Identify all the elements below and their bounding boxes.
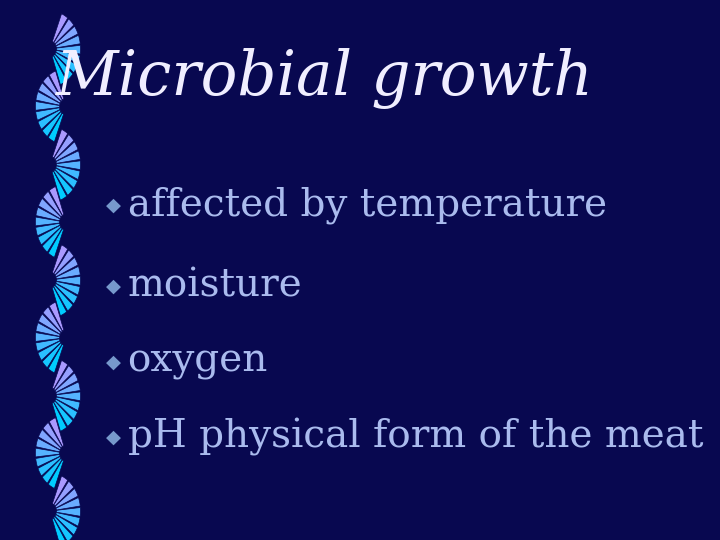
Wedge shape: [48, 460, 63, 489]
Wedge shape: [36, 323, 60, 336]
Wedge shape: [48, 113, 63, 142]
Wedge shape: [54, 170, 73, 195]
Wedge shape: [36, 438, 60, 452]
Text: ◆: ◆: [106, 352, 120, 372]
Wedge shape: [55, 489, 78, 508]
Wedge shape: [52, 287, 67, 316]
Wedge shape: [54, 285, 73, 311]
Wedge shape: [43, 76, 63, 102]
Wedge shape: [49, 71, 64, 100]
Wedge shape: [36, 207, 60, 221]
Wedge shape: [55, 515, 78, 535]
Wedge shape: [55, 26, 78, 46]
Wedge shape: [48, 229, 63, 258]
Wedge shape: [55, 168, 78, 188]
Wedge shape: [56, 512, 80, 526]
Wedge shape: [36, 108, 60, 120]
Text: Microbial growth: Microbial growth: [55, 48, 593, 109]
Wedge shape: [53, 129, 68, 158]
Text: ◆: ◆: [106, 428, 120, 447]
Wedge shape: [56, 382, 80, 395]
Wedge shape: [54, 516, 73, 540]
Wedge shape: [55, 399, 78, 420]
Wedge shape: [42, 112, 62, 137]
Wedge shape: [56, 45, 81, 54]
Wedge shape: [52, 56, 67, 85]
Wedge shape: [36, 224, 60, 236]
Wedge shape: [38, 314, 61, 334]
Wedge shape: [35, 333, 60, 341]
Wedge shape: [48, 345, 63, 373]
Wedge shape: [38, 83, 61, 103]
Wedge shape: [36, 455, 60, 467]
Wedge shape: [56, 276, 81, 285]
Wedge shape: [56, 266, 80, 279]
Wedge shape: [49, 417, 64, 447]
Wedge shape: [52, 402, 67, 431]
Wedge shape: [54, 54, 73, 80]
Wedge shape: [42, 458, 62, 483]
Wedge shape: [56, 35, 80, 48]
Wedge shape: [35, 448, 60, 457]
Wedge shape: [53, 476, 68, 504]
Wedge shape: [56, 508, 81, 516]
Wedge shape: [55, 258, 78, 277]
Wedge shape: [43, 191, 63, 217]
Wedge shape: [38, 341, 61, 360]
Wedge shape: [55, 142, 78, 161]
Wedge shape: [52, 518, 67, 540]
Wedge shape: [56, 151, 80, 164]
Wedge shape: [43, 307, 63, 333]
Wedge shape: [55, 52, 78, 73]
Wedge shape: [53, 245, 68, 273]
Wedge shape: [38, 110, 61, 129]
Wedge shape: [35, 102, 60, 110]
Wedge shape: [56, 281, 80, 295]
Wedge shape: [54, 19, 73, 44]
Wedge shape: [54, 481, 73, 506]
Wedge shape: [42, 227, 62, 252]
Wedge shape: [53, 14, 68, 42]
Text: ◆: ◆: [106, 276, 120, 296]
Wedge shape: [36, 92, 60, 105]
Wedge shape: [54, 401, 73, 427]
Wedge shape: [49, 186, 64, 215]
Wedge shape: [43, 422, 63, 448]
Wedge shape: [56, 50, 80, 64]
Wedge shape: [56, 397, 80, 410]
Wedge shape: [49, 302, 64, 331]
Wedge shape: [55, 373, 78, 393]
Text: oxygen: oxygen: [127, 343, 268, 380]
Wedge shape: [56, 161, 81, 170]
Wedge shape: [52, 171, 67, 200]
Text: affected by temperature: affected by temperature: [127, 186, 607, 224]
Wedge shape: [42, 343, 62, 368]
Wedge shape: [35, 217, 60, 226]
Text: ◆: ◆: [106, 195, 120, 215]
Wedge shape: [56, 166, 80, 179]
Wedge shape: [38, 225, 61, 245]
Wedge shape: [54, 366, 73, 390]
Wedge shape: [56, 497, 80, 510]
Wedge shape: [54, 134, 73, 159]
Wedge shape: [36, 339, 60, 352]
Wedge shape: [38, 429, 61, 450]
Wedge shape: [56, 392, 81, 401]
Wedge shape: [53, 360, 68, 389]
Text: moisture: moisture: [127, 268, 302, 305]
Wedge shape: [55, 284, 78, 304]
Wedge shape: [38, 456, 61, 476]
Wedge shape: [54, 250, 73, 275]
Text: pH physical form of the meat: pH physical form of the meat: [127, 418, 703, 456]
Wedge shape: [38, 198, 61, 219]
